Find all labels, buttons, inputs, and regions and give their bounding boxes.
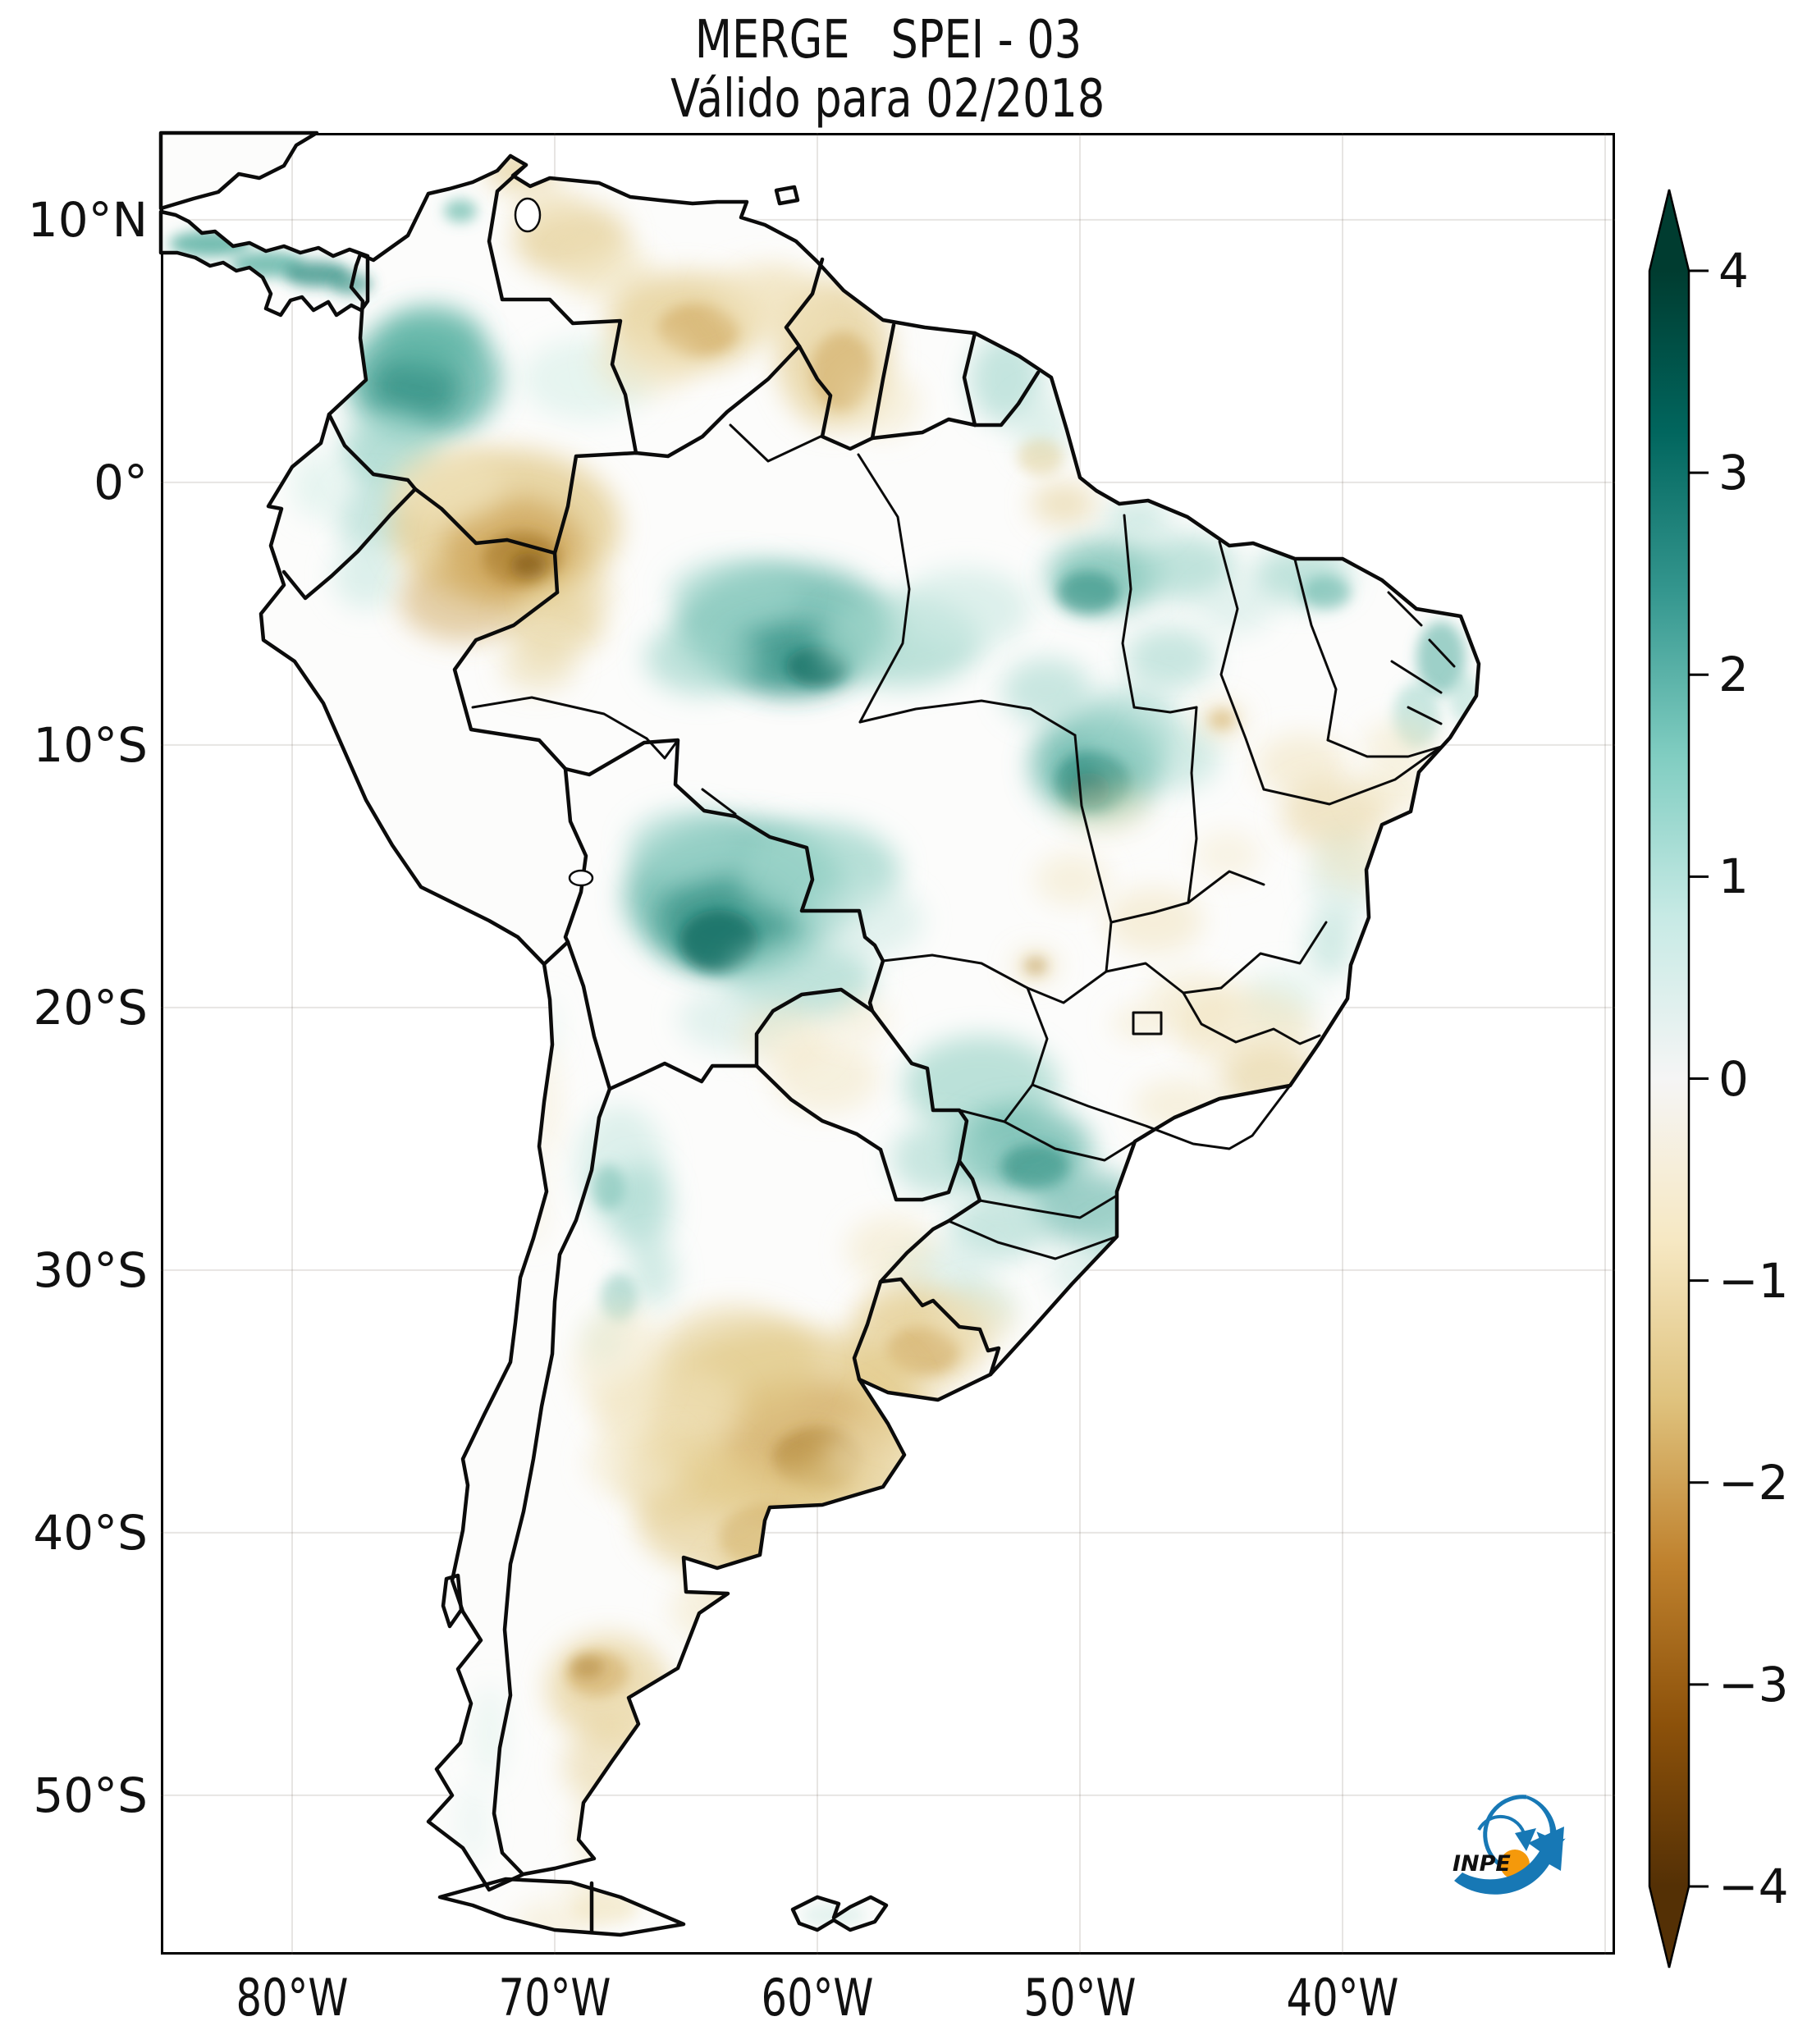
colorbar-tick-label: 4 — [1718, 243, 1749, 299]
lat-tick-label: 50°S — [33, 1767, 148, 1823]
coastlines — [158, 130, 1481, 1937]
country-borders — [281, 162, 1041, 1934]
logo-text: INPE — [1453, 1851, 1511, 1877]
colorbar-tick-label: −2 — [1718, 1454, 1789, 1511]
colorbar-gradient-bar — [1648, 189, 1690, 1969]
colorbar — [1648, 189, 1709, 1969]
spei-anomaly-field — [161, 133, 1479, 1935]
colorbar-tick-label: 0 — [1718, 1050, 1749, 1107]
colorbar-tick-label: −3 — [1718, 1656, 1789, 1712]
lakes — [514, 197, 594, 887]
colorbar-tick-label: 2 — [1718, 647, 1749, 703]
lon-tick-label: 50°W — [1023, 1968, 1137, 2028]
lat-tick-label: 20°S — [33, 979, 148, 1036]
chart-subtitle: Válido para 02/2018 — [670, 69, 1105, 130]
lat-tick-label: 30°S — [33, 1241, 148, 1298]
lat-tick-label: 0° — [94, 454, 148, 510]
inpe-logo: INPE — [1453, 1795, 1566, 1895]
state-borders — [471, 423, 1456, 1260]
colorbar-tick-label: −1 — [1718, 1252, 1789, 1309]
logo-arrow — [1454, 1827, 1564, 1895]
lon-tick-label: 80°W — [236, 1968, 349, 2028]
logo-swirl-icon: INPE — [1453, 1795, 1566, 1895]
lon-tick-label: 70°W — [498, 1968, 611, 2028]
lat-tick-label: 40°S — [33, 1504, 148, 1561]
lat-tick-label: 10°S — [33, 716, 148, 773]
chart-title: MERGE SPEI - 03 — [694, 10, 1082, 71]
colorbar-tick-label: 1 — [1718, 848, 1749, 905]
lon-tick-label: 40°W — [1286, 1968, 1399, 2028]
colorbar-tick-label: 3 — [1718, 445, 1749, 501]
colorbar-tick-label: −4 — [1718, 1859, 1789, 1914]
lat-tick-label: 10°N — [27, 191, 148, 248]
lon-tick-label: 60°W — [761, 1968, 874, 2028]
